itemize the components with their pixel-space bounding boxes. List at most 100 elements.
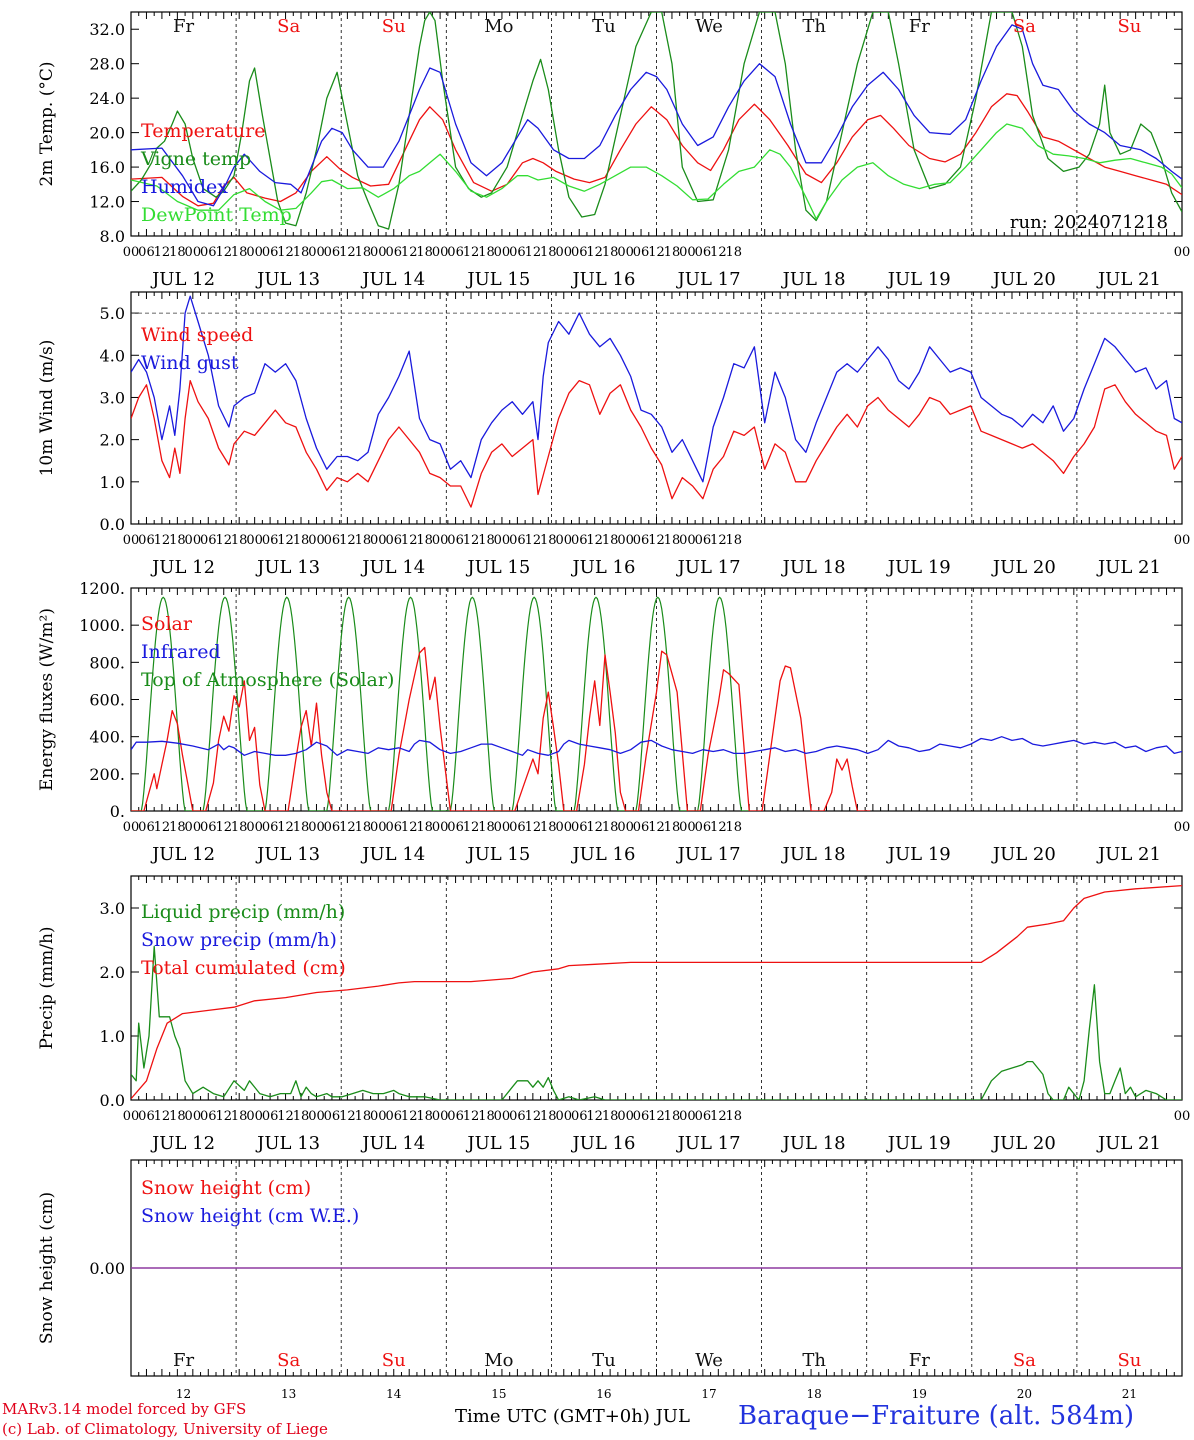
y-tick-label: 0.00 (89, 1259, 125, 1278)
day-number-label: 15 (491, 1387, 506, 1401)
hour-tick-label: 12 (339, 533, 356, 548)
hour-tick-label: 06 (447, 1109, 464, 1124)
hour-tick-label: 00 (494, 533, 511, 548)
hour-tick-label: 18 (355, 1109, 372, 1124)
hour-tick-label: 12 (339, 1109, 356, 1124)
hour-tick-label: 18 (726, 245, 743, 260)
hour-tick-label: 12 (277, 820, 294, 835)
hour-tick-label: 12 (586, 820, 603, 835)
hour-tick-label: 18 (664, 533, 681, 548)
panel-frame (130, 587, 1183, 812)
weekday-label: We (695, 1350, 723, 1371)
hour-tick-label: 06 (324, 820, 341, 835)
hour-tick-label: 06 (633, 533, 650, 548)
date-label: JUL 17 (676, 557, 741, 578)
hour-tick-label: 00 (617, 533, 634, 548)
weekday-label: Su (1117, 1350, 1141, 1371)
run-annotation: run: 2024071218 (1010, 212, 1168, 233)
y-tick-label: 1200. (79, 579, 125, 598)
hour-tick-label: 06 (200, 245, 217, 260)
hour-tick-label: 00 (494, 245, 511, 260)
hour-tick-label: 12 (339, 820, 356, 835)
y-tick-label: 800. (89, 653, 125, 672)
weekday-label: Sa (1013, 1350, 1036, 1371)
hour-tick-label: 18 (416, 533, 433, 548)
hour-tick-label: 18 (416, 820, 433, 835)
y-tick-label: 24.0 (89, 89, 125, 108)
series-line-total-cumulated-cm (131, 884, 1182, 1100)
hour-tick-label: 18 (293, 245, 310, 260)
day-number-label: 18 (807, 1387, 822, 1401)
date-label: JUL 18 (781, 269, 846, 290)
series-group (131, 295, 1182, 508)
panel-2 (130, 291, 1183, 525)
hour-tick-label: 00 (432, 533, 449, 548)
hour-tick-label: 12 (215, 533, 232, 548)
hour-tick-label: 18 (293, 820, 310, 835)
hour-tick-label: 18 (478, 820, 495, 835)
hour-tick-label: 18 (602, 820, 619, 835)
date-label: JUL 21 (1096, 844, 1161, 865)
panel-5 (130, 1159, 1183, 1377)
hour-tick-label: 18 (540, 820, 557, 835)
hour-tick-label: 06 (262, 1109, 279, 1124)
hour-tick-label: 00 (370, 820, 387, 835)
y-tick-label: 8.0 (100, 227, 125, 246)
date-label: JUL 19 (886, 557, 951, 578)
series-line-top-of-atmosphere (131, 596, 750, 811)
hour-tick-label: 12 (710, 533, 727, 548)
hour-tick-label: 12 (463, 533, 480, 548)
weekday-label: Tu (592, 16, 616, 37)
series-line-liquid-precip-mm-h (131, 945, 1182, 1100)
day-number-label: 14 (386, 1387, 402, 1401)
weekday-label: Fr (909, 16, 930, 37)
date-label: JUL 13 (255, 269, 320, 290)
y-axis-label: Precip (mm/h) (37, 926, 57, 1049)
hour-tick-label: 12 (339, 245, 356, 260)
hour-tick-label: 00 (370, 245, 387, 260)
hour-tick-label: 12 (648, 245, 665, 260)
weekday-label: Th (802, 16, 826, 37)
day-number-label: 13 (281, 1387, 296, 1401)
weekday-label: Su (382, 16, 406, 37)
date-label: JUL 12 (150, 557, 215, 578)
date-label: JUL 16 (570, 557, 635, 578)
weekday-label: Su (1117, 16, 1141, 37)
y-tick-label: 1.0 (100, 1027, 125, 1046)
day-number-label: 19 (912, 1387, 927, 1401)
panel-3 (130, 587, 1183, 812)
hour-tick-label: 00 (432, 245, 449, 260)
y-tick-label: 1000. (79, 616, 125, 635)
y-tick-label: 5.0 (100, 304, 125, 323)
hour-tick-label: 00 (1174, 245, 1191, 260)
hour-tick-label: 06 (200, 820, 217, 835)
hour-tick-label: 00 (123, 533, 140, 548)
y-axis-label: Energy fluxes (W/m²) (37, 608, 57, 791)
date-label: JUL 17 (676, 844, 741, 865)
legend-entry: Snow precip (mm/h) (141, 929, 337, 951)
date-label: JUL 17 (676, 269, 741, 290)
hour-tick-label: 18 (478, 533, 495, 548)
hour-tick-label: 12 (463, 820, 480, 835)
hour-tick-label: 00 (679, 820, 696, 835)
hour-tick-label: 12 (277, 1109, 294, 1124)
date-label: JUL 16 (570, 269, 635, 290)
hour-tick-label: 18 (664, 1109, 681, 1124)
hour-tick-label: 00 (679, 1109, 696, 1124)
date-label: JUL 20 (991, 269, 1056, 290)
day-number-label: 12 (176, 1387, 191, 1401)
hour-tick-label: 06 (138, 1109, 155, 1124)
legend-entry: Solar (141, 613, 193, 635)
hour-tick-label: 12 (154, 533, 171, 548)
hour-tick-label: 00 (123, 1109, 140, 1124)
hour-tick-label: 12 (525, 245, 542, 260)
hour-tick-label: 00 (494, 820, 511, 835)
hour-tick-label: 18 (540, 1109, 557, 1124)
panel-frame (130, 11, 1183, 237)
hour-tick-label: 18 (540, 245, 557, 260)
hour-tick-label: 12 (710, 1109, 727, 1124)
hour-tick-label: 12 (463, 245, 480, 260)
hour-tick-label: 00 (1174, 533, 1191, 548)
lab-credit: (c) Lab. of Climatology, University of L… (2, 1420, 328, 1438)
